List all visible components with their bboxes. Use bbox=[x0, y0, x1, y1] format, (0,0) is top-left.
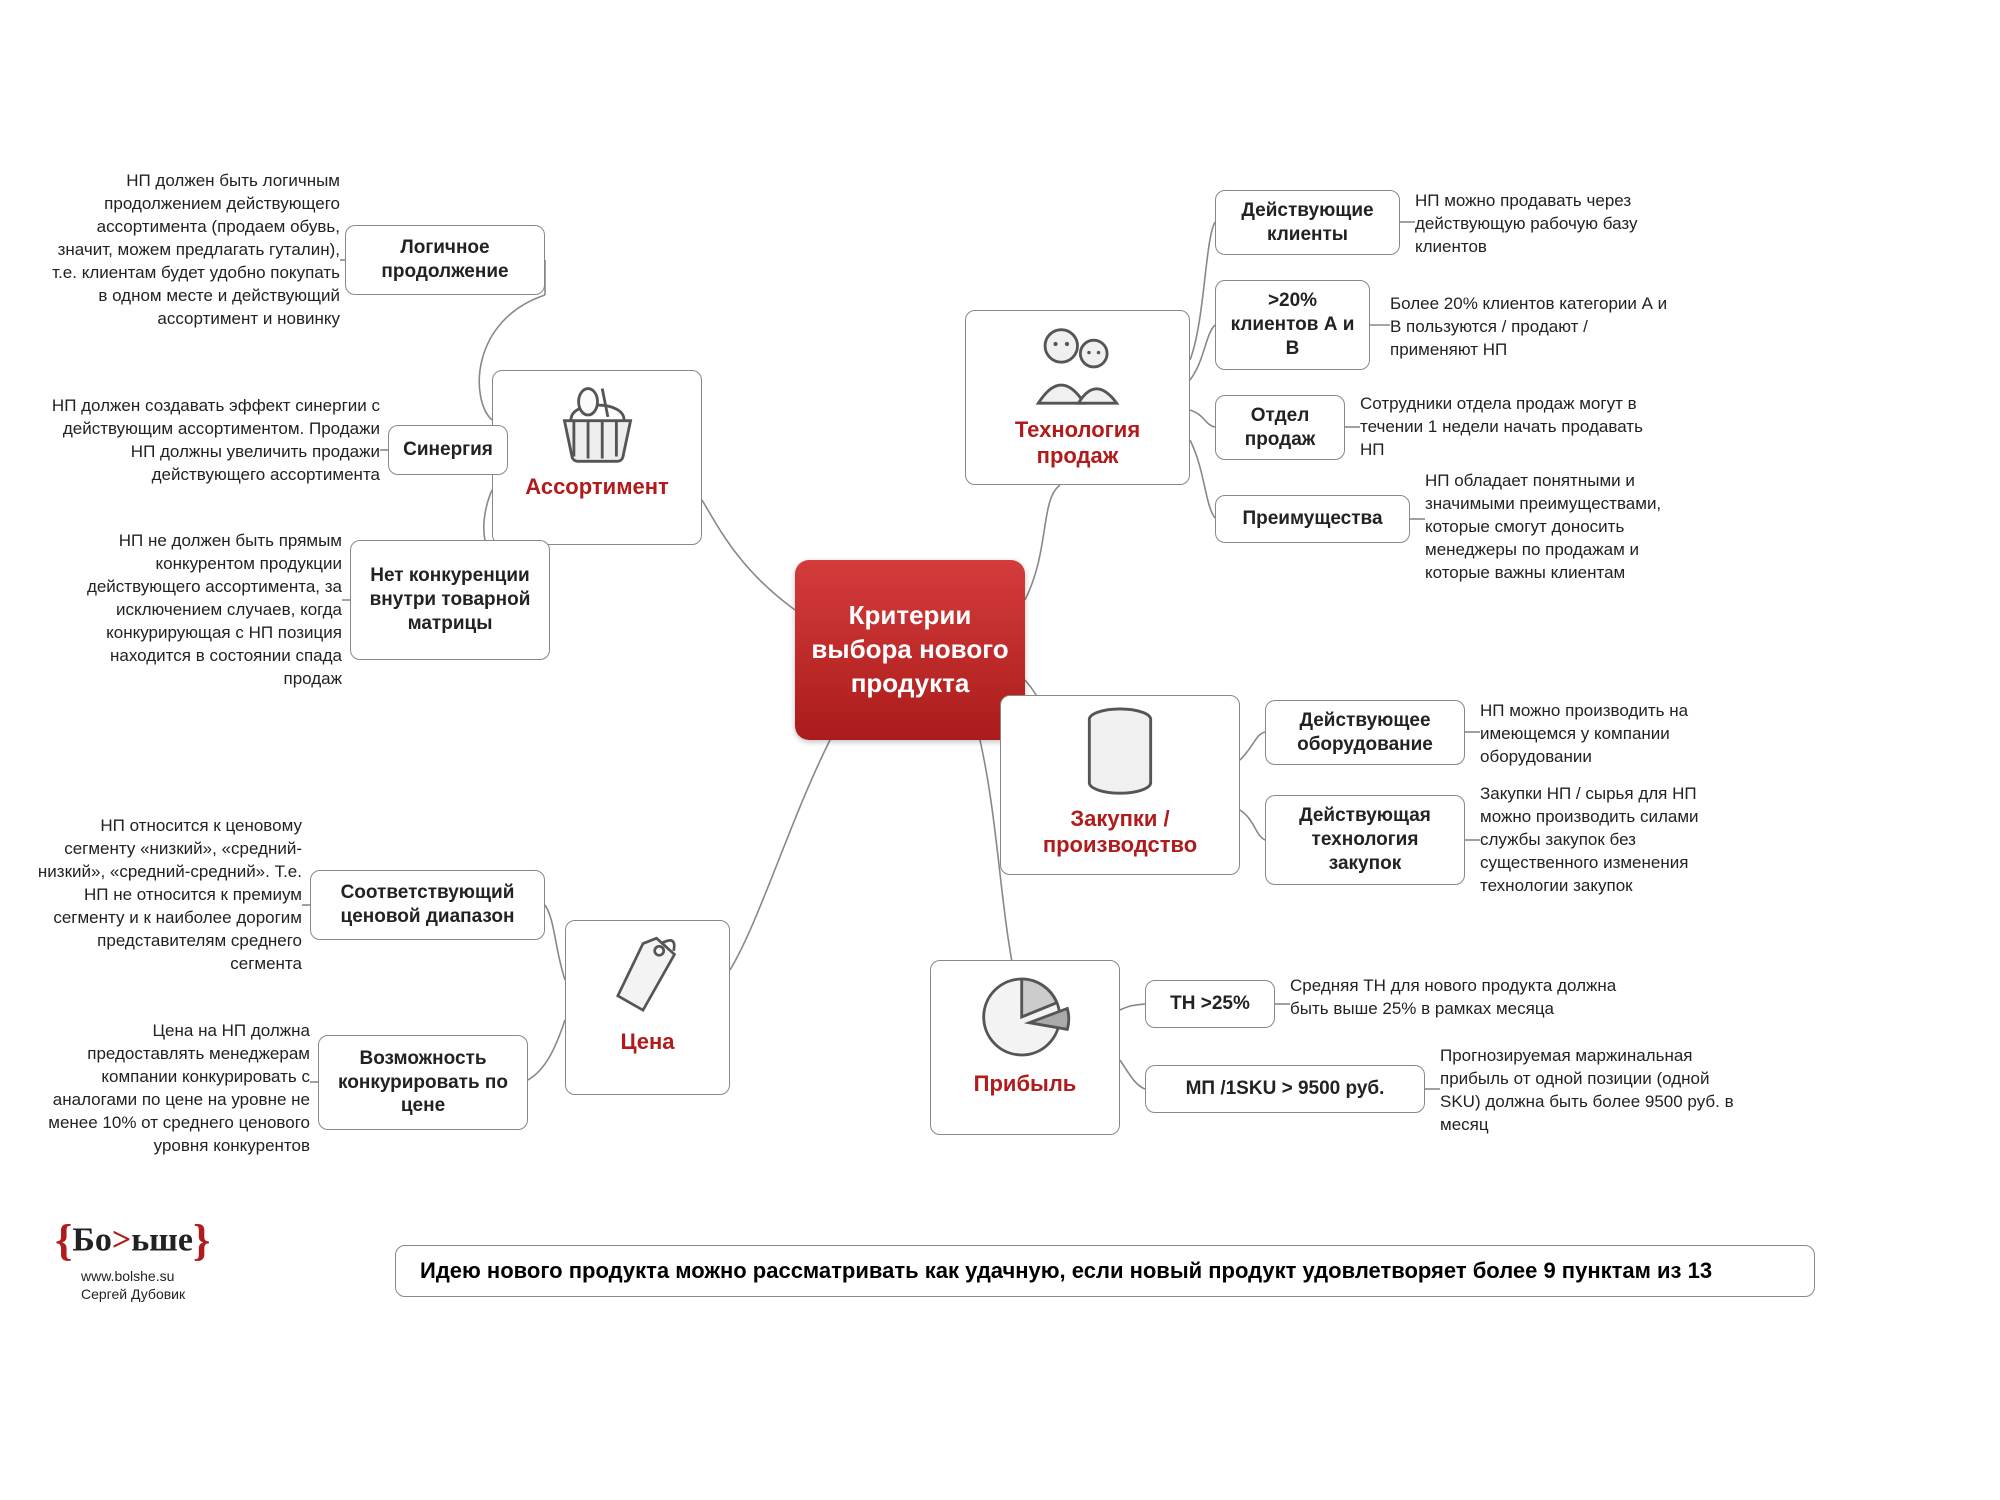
footer-note: Идею нового продукта можно рассматривать… bbox=[395, 1245, 1815, 1297]
desc-mp: Прогнозируемая маржинальная прибыль от о… bbox=[1440, 1045, 1740, 1137]
branch-sales-label: Технология продаж bbox=[966, 411, 1189, 480]
desc-nocomp: НП не должен быть прямым конкурентом про… bbox=[62, 530, 342, 691]
logo-author: Сергей Дубовик bbox=[55, 1286, 210, 1302]
branch-profit-label: Прибыль bbox=[931, 1065, 1119, 1107]
child-mp-label: МП /1SKU > 9500 руб. bbox=[1186, 1077, 1385, 1101]
logo-brace-close: } bbox=[193, 1216, 210, 1265]
logo-mid: > bbox=[112, 1222, 131, 1259]
child-synergy-label: Синергия bbox=[403, 438, 493, 462]
child-twenty-label: >20% клиентов А и В bbox=[1230, 289, 1355, 360]
child-nocomp-label: Нет конкуренции внутри товарной матрицы bbox=[365, 564, 535, 635]
logo-post: ьше bbox=[131, 1222, 193, 1259]
branch-price: Цена bbox=[565, 920, 730, 1095]
db-icon bbox=[1001, 696, 1239, 800]
branch-procurement-label: Закупки / производство bbox=[1001, 800, 1239, 869]
footer-text: Идею нового продукта можно рассматривать… bbox=[420, 1258, 1712, 1283]
child-mp: МП /1SKU > 9500 руб. bbox=[1145, 1065, 1425, 1113]
logo-brace-open: { bbox=[55, 1216, 72, 1265]
child-adv-label: Преимущества bbox=[1242, 507, 1382, 531]
child-adv: Преимущества bbox=[1215, 495, 1410, 543]
center-label: Критерии выбора нового продукта bbox=[795, 599, 1025, 700]
child-tech-label: Действующая технология закупок bbox=[1280, 804, 1450, 875]
child-synergy: Синергия bbox=[388, 425, 508, 475]
branch-sales: Технология продаж bbox=[965, 310, 1190, 485]
logo: {Бо>ьше} www.bolshe.su Сергей Дубовик bbox=[55, 1215, 210, 1302]
child-logic-label: Логичное продолжение bbox=[360, 236, 530, 284]
child-clients-label: Действующие клиенты bbox=[1230, 199, 1385, 247]
child-twenty: >20% клиентов А и В bbox=[1215, 280, 1370, 370]
desc-clients: НП можно продавать через действующую раб… bbox=[1415, 190, 1660, 259]
child-clients: Действующие клиенты bbox=[1215, 190, 1400, 255]
desc-twenty: Более 20% клиентов категории А и В польз… bbox=[1390, 293, 1680, 362]
desc-dept: Сотрудники отдела продаж могут в течении… bbox=[1360, 393, 1650, 462]
people-icon bbox=[966, 311, 1189, 411]
child-tn-label: ТН >25% bbox=[1170, 992, 1250, 1016]
basket-icon bbox=[493, 371, 701, 468]
child-equip-label: Действующее оборудование bbox=[1280, 709, 1450, 757]
child-logic: Логичное продолжение bbox=[345, 225, 545, 295]
child-tn: ТН >25% bbox=[1145, 980, 1275, 1028]
logo-pre: Бо bbox=[72, 1222, 111, 1259]
child-compete: Возможность конкурировать по цене bbox=[318, 1035, 528, 1130]
desc-compete: Цена на НП должна предоставлять менеджер… bbox=[42, 1020, 310, 1158]
child-dept-label: Отдел продаж bbox=[1230, 404, 1330, 452]
child-equip: Действующее оборудование bbox=[1265, 700, 1465, 765]
tag-icon bbox=[566, 921, 729, 1023]
branch-profit: Прибыль bbox=[930, 960, 1120, 1135]
branch-procurement: Закупки / производство bbox=[1000, 695, 1240, 875]
desc-adv: НП обладает понятными и значимыми преиму… bbox=[1425, 470, 1705, 585]
branch-assortment-label: Ассортимент bbox=[493, 468, 701, 510]
child-pricerange: Соответствующий ценовой диапазон bbox=[310, 870, 545, 940]
child-dept: Отдел продаж bbox=[1215, 395, 1345, 460]
pie-icon bbox=[931, 961, 1119, 1065]
branch-assortment: Ассортимент bbox=[492, 370, 702, 545]
desc-equip: НП можно производить на имеющемся у комп… bbox=[1480, 700, 1730, 769]
child-tech: Действующая технология закупок bbox=[1265, 795, 1465, 885]
child-nocomp: Нет конкуренции внутри товарной матрицы bbox=[350, 540, 550, 660]
child-pricerange-label: Соответствующий ценовой диапазон bbox=[325, 881, 530, 929]
desc-pricerange: НП относится к ценовому сегменту «низкий… bbox=[30, 815, 302, 976]
desc-logic: НП должен быть логичным продолжением дей… bbox=[50, 170, 340, 331]
branch-price-label: Цена bbox=[566, 1023, 729, 1065]
logo-url: www.bolshe.su bbox=[55, 1268, 210, 1284]
desc-tn: Средняя ТН для нового продукта должна бы… bbox=[1290, 975, 1630, 1021]
desc-tech: Закупки НП / сырья для НП можно производ… bbox=[1480, 783, 1715, 898]
child-compete-label: Возможность конкурировать по цене bbox=[333, 1047, 513, 1118]
desc-synergy: НП должен создавать эффект синергии с де… bbox=[50, 395, 380, 487]
center-node: Критерии выбора нового продукта bbox=[795, 560, 1025, 740]
